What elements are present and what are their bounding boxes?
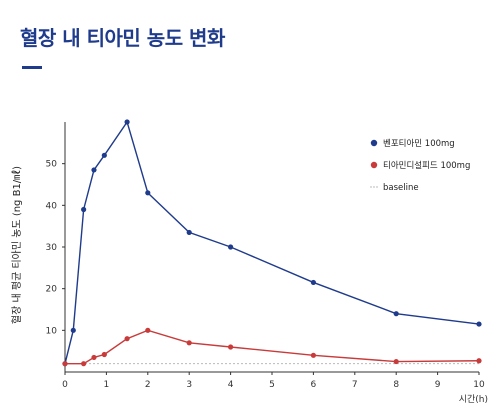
data-point [145, 190, 151, 196]
data-point [62, 361, 68, 367]
legend-label: baseline [383, 183, 419, 193]
axes [64, 122, 479, 373]
legend-marker [370, 161, 378, 169]
series-0 [62, 119, 482, 367]
data-point [81, 206, 87, 213]
data-point [145, 327, 151, 333]
data-point [310, 279, 316, 286]
page-title: 혈장 내 티아민 농도 변화 [20, 26, 225, 50]
title-underline [22, 66, 42, 69]
data-point [101, 152, 107, 158]
x-tick-label: 9 [435, 380, 441, 390]
data-point [81, 361, 87, 367]
x-tick-label: 7 [352, 380, 358, 390]
data-point [393, 358, 399, 365]
y-tick-label: 40 [46, 201, 58, 211]
data-point [91, 354, 97, 361]
series-line [65, 329, 480, 365]
y-tick-label: 50 [46, 160, 58, 170]
x-tick-label: 2 [145, 380, 151, 390]
x-tick-label: 4 [228, 380, 234, 390]
series-line [64, 120, 480, 364]
y-tick-label: 20 [46, 285, 58, 295]
data-point [393, 311, 399, 317]
y-tick-label: 10 [46, 326, 58, 336]
data-point [70, 327, 76, 333]
legend: 벤포티아민 100mg 티아민디설피드 100mg baseline [370, 138, 470, 193]
x-tick-label: 0 [62, 380, 68, 390]
series-1 [62, 327, 482, 367]
legend-marker [370, 139, 378, 147]
data-point [101, 351, 107, 358]
data-point [310, 352, 316, 358]
data-point [476, 321, 482, 327]
tick-layer: 10 20 30 40 50 0 1 2 3 4 5 6 7 8 9 10 [46, 160, 485, 390]
data-point [91, 167, 97, 173]
legend-label: 벤포티아민 100mg [383, 138, 455, 149]
data-point [186, 340, 192, 346]
y-tick-label: 30 [46, 243, 58, 253]
x-tick-label: 3 [186, 380, 192, 390]
data-point [186, 229, 192, 236]
data-point [228, 244, 234, 250]
data-point [228, 344, 234, 350]
x-tick-label: 10 [473, 380, 485, 390]
legend-label: 티아민디설피드 100mg [383, 160, 470, 171]
y-axis-title: 혈장 내 평균 티아민 농도 (ng B1/㎖) [10, 166, 23, 324]
data-point [476, 358, 482, 364]
data-point [124, 336, 130, 342]
x-tick-label: 1 [104, 380, 110, 390]
series-layer [62, 119, 482, 367]
x-tick-label: 8 [393, 380, 399, 390]
data-point [124, 119, 130, 125]
x-tick-label: 5 [269, 380, 275, 390]
x-tick-label: 6 [311, 380, 317, 390]
x-axis-title: 시간(h) [459, 394, 488, 405]
